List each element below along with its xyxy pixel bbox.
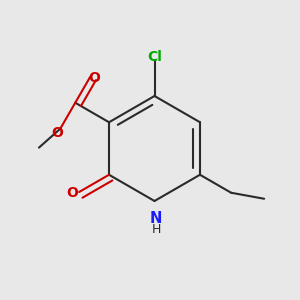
- Text: O: O: [88, 71, 100, 85]
- Text: Cl: Cl: [147, 50, 162, 64]
- Text: H: H: [151, 223, 161, 236]
- Text: O: O: [67, 186, 79, 200]
- Text: N: N: [150, 211, 162, 226]
- Text: O: O: [52, 126, 64, 140]
